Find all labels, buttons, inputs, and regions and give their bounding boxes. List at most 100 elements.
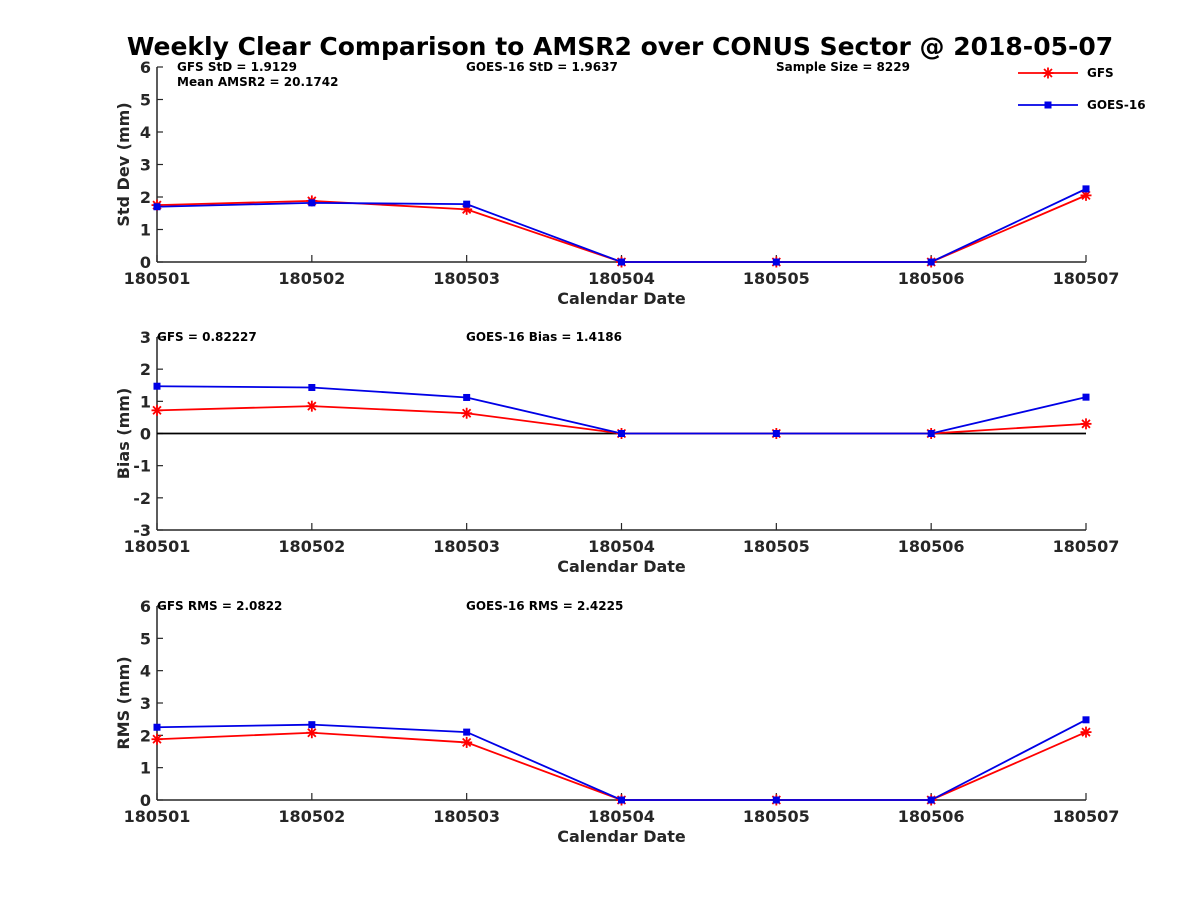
data-point (1080, 726, 1092, 738)
chart-title: Weekly Clear Comparison to AMSR2 over CO… (127, 32, 1113, 61)
y-tick-label: 3 (140, 694, 151, 713)
y-tick-label: 6 (140, 597, 151, 616)
data-point (306, 400, 318, 412)
y-tick-label: -2 (133, 489, 151, 508)
series-goes-16 (153, 185, 1090, 266)
data-point (461, 736, 473, 748)
stat-annotation: GOES-16 Bias = 1.4186 (466, 330, 622, 344)
data-point (306, 727, 318, 739)
data-point (618, 796, 625, 804)
x-tick-label: 180507 (1053, 537, 1120, 556)
data-point (1080, 189, 1092, 201)
x-tick-label: 180501 (124, 807, 191, 826)
y-tick-label: 2 (140, 726, 151, 745)
legend-label: GFS (1087, 66, 1114, 80)
y-tick-label: 6 (140, 58, 151, 77)
y-tick-label: 1 (140, 759, 151, 778)
data-point (463, 728, 471, 736)
series-line-goes-16 (156, 188, 1087, 263)
legend-label: GOES-16 (1087, 98, 1146, 112)
series-goes-16 (153, 716, 1090, 804)
stat-annotation: GFS = 0.82227 (157, 330, 257, 344)
data-point (772, 258, 780, 266)
data-point (308, 384, 316, 392)
series-goes-16 (153, 382, 1090, 437)
series-line-goes-16 (156, 719, 1087, 801)
stat-annotation: GOES-16 StD = 1.9637 (466, 60, 618, 74)
panel-3: 0 1 2 3 4 5 6 180501 180502 180503 180504 180505 180… (114, 597, 1119, 846)
data-point (618, 258, 625, 266)
data-point (461, 407, 473, 419)
y-tick-label: 4 (140, 662, 151, 681)
data-point (927, 258, 935, 266)
data-point (153, 382, 161, 390)
x-tick-label: 180502 (278, 807, 345, 826)
x-tick-label: 180502 (278, 269, 345, 288)
y-tick-label: 3 (140, 328, 151, 347)
x-tick-label: 180504 (588, 807, 655, 826)
x-tick-label: 180505 (743, 807, 810, 826)
y-tick-label: 0 (140, 791, 151, 810)
series-line-gfs (156, 194, 1087, 263)
y-tick-label: 2 (140, 188, 151, 207)
x-tick-label: 180503 (433, 537, 500, 556)
panel-1: 0 1 2 3 4 5 6 180501 180502 180503 180504 180505 180… (114, 58, 1119, 308)
data-point (308, 199, 316, 207)
x-tick-label: 180501 (124, 269, 191, 288)
y-axis-label: RMS (mm) (114, 656, 133, 749)
x-tick-label: 180505 (743, 269, 810, 288)
y-tick-label: 1 (140, 392, 151, 411)
data-point (308, 721, 316, 729)
y-tick-label: 1 (140, 221, 151, 240)
x-tick-label: 180503 (433, 269, 500, 288)
stat-annotation: Mean AMSR2 = 20.1742 (177, 75, 338, 89)
data-point (463, 393, 471, 401)
x-tick-label: 180507 (1053, 807, 1120, 826)
panels: 0 1 2 3 4 5 6 180501 180502 180503 180504 180505 180… (114, 58, 1119, 846)
data-point (1082, 185, 1090, 193)
data-point (153, 203, 161, 211)
y-axis-label: Std Dev (mm) (114, 102, 133, 226)
data-point (1082, 716, 1090, 724)
y-tick-label: 0 (140, 253, 151, 272)
stat-annotation: GFS StD = 1.9129 (177, 60, 297, 74)
stat-annotation: GOES-16 RMS = 2.4225 (466, 599, 623, 613)
data-point (618, 430, 625, 437)
y-axis-label: Bias (mm) (114, 388, 133, 480)
data-point (1082, 393, 1090, 401)
legend-entry-goes-16: GOES-16 (1018, 98, 1146, 112)
x-tick-label: 180504 (588, 269, 655, 288)
x-tick-label: 180507 (1053, 269, 1120, 288)
x-tick-label: 180503 (433, 807, 500, 826)
legend-marker (1042, 67, 1054, 79)
y-tick-label: 0 (140, 425, 151, 444)
legend: GFS GOES-16 (1018, 66, 1146, 112)
data-point (927, 796, 935, 804)
y-tick-label: -1 (133, 457, 151, 476)
data-point (927, 430, 935, 437)
y-tick-label: 4 (140, 123, 151, 142)
data-point (772, 430, 780, 437)
stat-annotation: Sample Size = 8229 (776, 60, 910, 74)
x-tick-label: 180506 (898, 807, 965, 826)
legend-marker (1044, 101, 1052, 109)
series-line-gfs (156, 731, 1087, 801)
x-tick-label: 180506 (898, 537, 965, 556)
x-axis-label: Calendar Date (557, 557, 686, 576)
x-axis-label: Calendar Date (557, 289, 686, 308)
data-point (772, 796, 780, 804)
legend-entry-gfs: GFS (1018, 66, 1114, 80)
x-tick-label: 180505 (743, 537, 810, 556)
x-tick-label: 180502 (278, 537, 345, 556)
y-tick-label: 5 (140, 629, 151, 648)
series-line-goes-16 (156, 385, 1087, 435)
panel-2: -3 -2 -1 0 1 2 3 180501 180502 180503 180504 180505… (114, 328, 1119, 576)
data-point (1080, 418, 1092, 430)
y-tick-label: 5 (140, 91, 151, 110)
y-tick-label: 3 (140, 156, 151, 175)
y-tick-label: 2 (140, 360, 151, 379)
data-point (151, 733, 163, 745)
data-point (151, 404, 163, 416)
data-point (463, 200, 471, 208)
